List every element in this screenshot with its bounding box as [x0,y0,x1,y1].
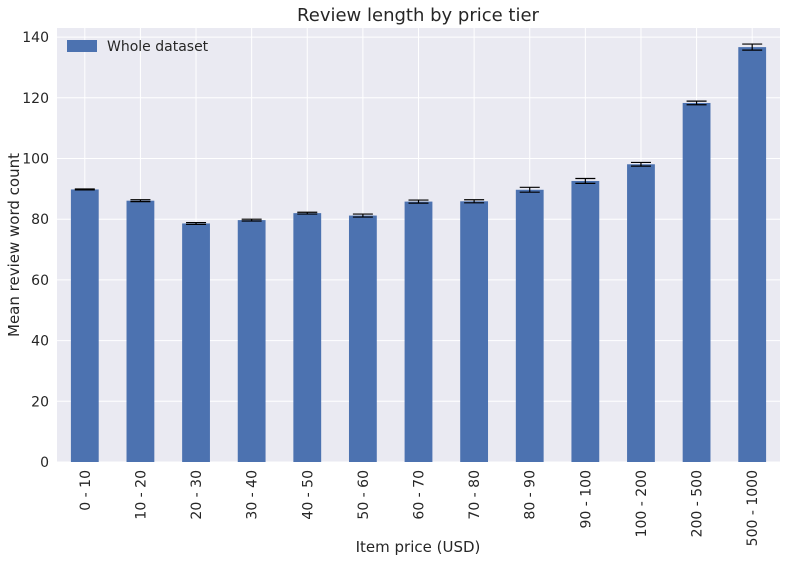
legend-swatch [67,40,97,52]
x-tick-label: 60 - 70 [412,470,428,520]
x-tick-label: 100 - 200 [634,470,650,537]
y-tick-label: 140 [22,30,49,46]
y-tick-label: 100 [22,152,49,168]
error-bars-group [74,43,763,225]
x-tick-label: 500 - 1000 [745,470,761,546]
bar [460,201,489,462]
chart-title: Review length by price tier [297,5,539,26]
x-tick-label: 70 - 80 [467,470,483,520]
y-tick-label: 40 [31,334,49,350]
x-tick-labels: 0 - 10 10 - 20 20 - 30 30 - 40 40 - 50 50 - 6… [78,470,761,546]
y-tick-label: 60 [31,273,49,289]
legend: Whole dataset [67,39,209,55]
bar [404,201,433,462]
bar [515,189,544,462]
bar [182,223,210,462]
bar [627,164,655,462]
y-tick-label: 120 [22,91,49,107]
y-tick-label: 20 [31,394,49,410]
x-tick-label: 0 - 10 [78,470,94,511]
x-tick-label: 200 - 500 [690,470,706,537]
x-tick-label: 30 - 40 [245,470,261,520]
x-tick-label: 50 - 60 [356,470,372,520]
bar [348,215,377,462]
bar [682,102,711,463]
x-tick-label: 40 - 50 [300,470,316,520]
x-axis-label: Item price (USD) [356,538,481,556]
y-axis-label: Mean review word count [5,153,23,337]
bar [293,213,322,462]
y-tick-label: 80 [31,212,49,228]
legend-label: Whole dataset [107,39,209,55]
y-tick-labels: 0 20 40 60 80 100 120 140 [22,30,49,471]
x-tick-label: 80 - 90 [523,470,539,520]
bar [237,220,266,462]
x-tick-label: 90 - 100 [578,470,594,529]
bars-group [70,47,767,463]
bar [571,180,600,463]
bar [126,200,155,462]
bar [738,47,767,463]
bar [70,189,99,462]
y-tick-label: 0 [40,455,49,471]
x-tick-label: 20 - 30 [189,470,205,520]
x-tick-label: 10 - 20 [133,470,149,520]
